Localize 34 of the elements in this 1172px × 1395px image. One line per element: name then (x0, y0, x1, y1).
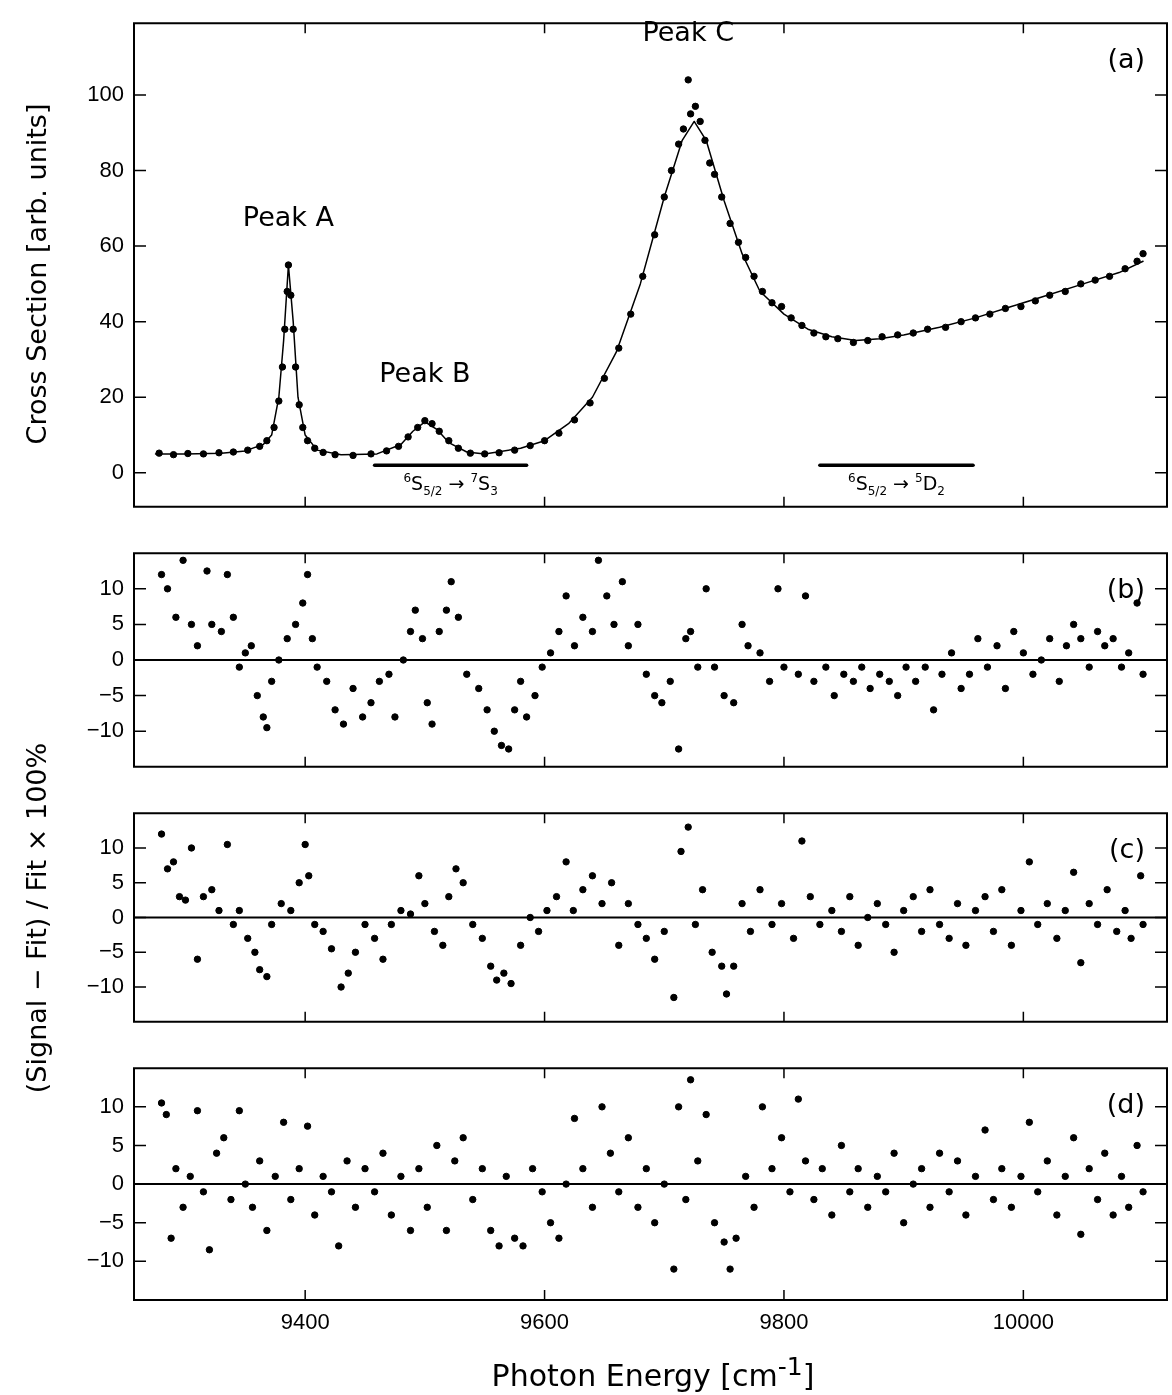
x-tick-label: 9400 (280, 1309, 330, 1335)
annotation: (c) (1109, 833, 1146, 865)
y-tick-label: −10 (86, 973, 124, 999)
y-tick-label: −5 (98, 1208, 124, 1234)
x-tick-label: 10000 (992, 1309, 1054, 1335)
y-tick-label: 10 (99, 834, 124, 860)
annotation: Peak B (379, 356, 471, 388)
y-tick-label: 5 (111, 1131, 124, 1157)
y-axis-title: Cross Section [arb. units] (20, 103, 52, 445)
y-tick-label: 0 (111, 903, 124, 929)
x-tick-label: 9800 (759, 1309, 809, 1335)
y-tick-label: −5 (98, 681, 124, 707)
x-axis-title: Photon Energy [cm$^{-1}$] (490, 1352, 816, 1393)
y-tick-label: 10 (99, 574, 124, 600)
annotation: Peak A (242, 201, 335, 233)
x-tick-label: 9600 (520, 1309, 570, 1335)
y-tick-label: −10 (86, 717, 124, 743)
y-tick-label: 10 (99, 1092, 124, 1118)
y-tick-label: −10 (86, 1247, 124, 1273)
y-tick-label: 100 (87, 81, 124, 107)
annotation: (d) (1106, 1088, 1146, 1120)
y-axis-title: (Signal − Fit) / Fit × 100% (20, 742, 52, 1093)
y-tick-label: 20 (99, 383, 124, 409)
y-tick-label: −5 (98, 938, 124, 964)
y-tick-label: 60 (99, 232, 124, 258)
y-tick-label: 5 (111, 868, 124, 894)
annotation: (a) (1107, 43, 1146, 75)
annotation: (b) (1106, 573, 1146, 605)
y-tick-label: 0 (111, 1170, 124, 1196)
y-tick-label: 0 (111, 646, 124, 672)
y-tick-label: 0 (111, 458, 124, 484)
y-tick-label: 40 (99, 307, 124, 333)
y-tick-label: 80 (99, 156, 124, 182)
y-tick-label: 5 (111, 610, 124, 636)
